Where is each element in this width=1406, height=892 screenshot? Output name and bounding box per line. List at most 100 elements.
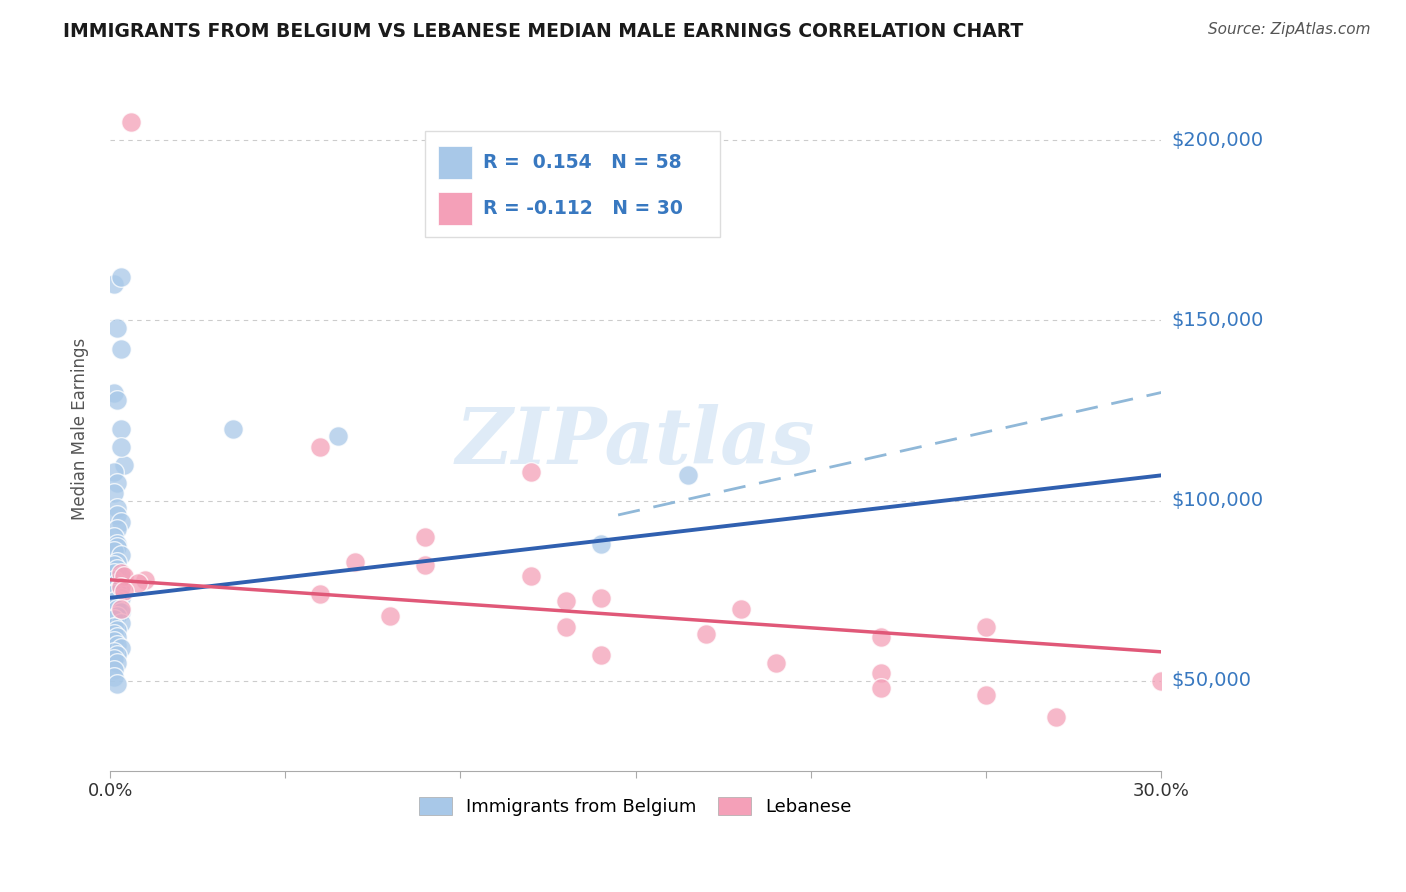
Point	[415, 558, 437, 573]
Text: ZIPatlas: ZIPatlas	[456, 404, 815, 481]
Point	[112, 583, 135, 598]
Point	[110, 601, 132, 615]
Point	[974, 688, 997, 702]
Point	[110, 566, 132, 580]
Point	[110, 615, 132, 630]
Text: R =  0.154   N = 58: R = 0.154 N = 58	[484, 153, 682, 172]
FancyBboxPatch shape	[439, 146, 471, 178]
Point	[326, 428, 349, 442]
Point	[554, 619, 576, 633]
Point	[105, 537, 128, 551]
Point	[110, 605, 132, 619]
Point	[103, 573, 125, 587]
Point	[103, 612, 125, 626]
Point	[105, 576, 128, 591]
Point	[105, 508, 128, 522]
Text: IMMIGRANTS FROM BELGIUM VS LEBANESE MEDIAN MALE EARNINGS CORRELATION CHART: IMMIGRANTS FROM BELGIUM VS LEBANESE MEDI…	[63, 22, 1024, 41]
Point	[695, 627, 717, 641]
Point	[105, 677, 128, 691]
Text: $200,000: $200,000	[1171, 131, 1264, 150]
Point	[1150, 673, 1173, 688]
Point	[127, 576, 149, 591]
Point	[415, 530, 437, 544]
Text: R = -0.112   N = 30: R = -0.112 N = 30	[484, 199, 683, 218]
Point	[110, 515, 132, 529]
Point	[105, 601, 128, 615]
Point	[105, 656, 128, 670]
Point	[589, 537, 612, 551]
Point	[1045, 709, 1067, 723]
Point	[134, 573, 156, 587]
Point	[110, 270, 132, 285]
Point	[222, 421, 245, 435]
Point	[676, 468, 699, 483]
Point	[110, 440, 132, 454]
Point	[103, 544, 125, 558]
Point	[870, 681, 893, 695]
Point	[103, 486, 125, 500]
Point	[870, 631, 893, 645]
Point	[105, 592, 128, 607]
FancyBboxPatch shape	[426, 131, 720, 237]
Point	[105, 555, 128, 569]
Point	[105, 608, 128, 623]
Point	[105, 541, 128, 555]
Point	[103, 670, 125, 684]
Point	[110, 580, 132, 594]
Point	[103, 558, 125, 573]
Point	[110, 343, 132, 357]
Point	[105, 583, 128, 598]
Point	[380, 608, 402, 623]
Point	[103, 652, 125, 666]
Point	[103, 663, 125, 677]
Point	[105, 624, 128, 638]
Point	[120, 115, 142, 129]
Point	[309, 587, 332, 601]
Point	[103, 627, 125, 641]
Point	[105, 392, 128, 407]
Point	[103, 645, 125, 659]
Point	[105, 562, 128, 576]
Point	[105, 500, 128, 515]
Point	[103, 594, 125, 608]
Point	[103, 566, 125, 580]
Point	[103, 385, 125, 400]
Text: Source: ZipAtlas.com: Source: ZipAtlas.com	[1208, 22, 1371, 37]
Point	[589, 591, 612, 605]
Point	[103, 277, 125, 292]
Point	[110, 421, 132, 435]
Text: $100,000: $100,000	[1171, 491, 1264, 510]
Legend: Immigrants from Belgium, Lebanese: Immigrants from Belgium, Lebanese	[412, 789, 859, 823]
Point	[112, 458, 135, 472]
Point	[105, 598, 128, 612]
Point	[110, 578, 132, 592]
Point	[309, 440, 332, 454]
Point	[103, 587, 125, 601]
Point	[103, 530, 125, 544]
Point	[519, 569, 541, 583]
Point	[105, 475, 128, 490]
Point	[112, 569, 135, 583]
Point	[110, 548, 132, 562]
Text: $50,000: $50,000	[1171, 671, 1251, 690]
Point	[519, 465, 541, 479]
Point	[105, 522, 128, 536]
Point	[344, 555, 367, 569]
Point	[974, 619, 997, 633]
Y-axis label: Median Male Earnings: Median Male Earnings	[72, 337, 89, 520]
Point	[589, 648, 612, 663]
Point	[105, 638, 128, 652]
Point	[105, 320, 128, 334]
Point	[103, 634, 125, 648]
Point	[110, 591, 132, 605]
Text: $150,000: $150,000	[1171, 311, 1264, 330]
Point	[105, 631, 128, 645]
Point	[870, 666, 893, 681]
Point	[105, 648, 128, 663]
Point	[765, 656, 787, 670]
Point	[103, 619, 125, 633]
FancyBboxPatch shape	[439, 192, 471, 225]
Point	[554, 594, 576, 608]
Point	[110, 569, 132, 583]
Point	[110, 641, 132, 656]
